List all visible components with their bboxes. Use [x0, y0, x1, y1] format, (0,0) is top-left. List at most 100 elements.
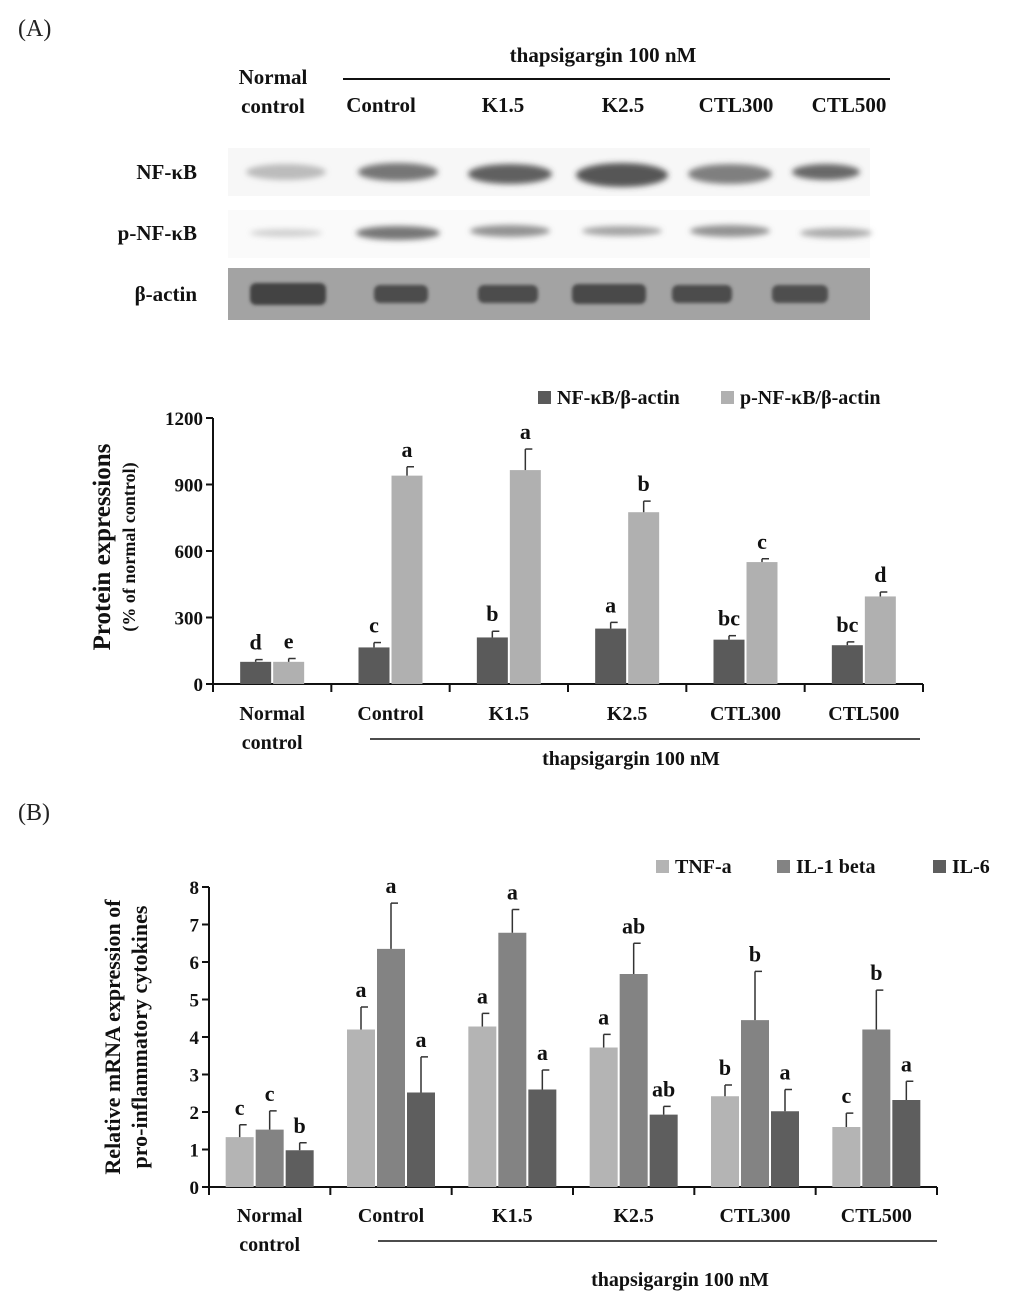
blot-lane-label: CTL500 — [812, 93, 887, 117]
bar — [864, 596, 896, 684]
blot-strip-pnfkb — [228, 210, 870, 258]
blot-band — [688, 164, 772, 184]
bar — [240, 661, 272, 684]
legend-swatch — [721, 391, 734, 404]
bar — [498, 932, 527, 1187]
bar — [771, 1111, 799, 1187]
legend-label: TNF-a — [675, 856, 732, 878]
blot-band — [772, 285, 828, 303]
panel-b-label: (B) — [18, 800, 50, 826]
legend-swatch — [656, 860, 669, 873]
blot-strip-actin — [228, 268, 870, 320]
blot-band — [576, 163, 668, 187]
y-tick-label: 1200 — [165, 409, 203, 430]
blot-bands-pnfkb — [250, 225, 872, 240]
bar — [468, 1026, 497, 1187]
x-category-label: K2.5 — [613, 1205, 654, 1227]
blot-band — [250, 229, 322, 237]
y-tick-label: 0 — [194, 675, 204, 696]
significance-label: b — [638, 471, 650, 496]
blot-band — [478, 285, 538, 303]
legend-label: IL-1 beta — [796, 856, 875, 878]
legend-label: p-NF-κB/β-actin — [740, 387, 881, 409]
y-axis-subtitle: pro-inflammatory cytokines — [127, 905, 152, 1168]
bar — [595, 628, 627, 684]
blot-normal-label-line2: control — [241, 94, 305, 118]
legend-label: NF-κB/β-actin — [557, 387, 680, 409]
bar — [832, 1127, 861, 1187]
blot-band — [672, 285, 732, 303]
significance-label: a — [598, 1004, 609, 1029]
bar — [358, 647, 390, 684]
significance-label: b — [486, 601, 498, 626]
y-tick-label: 5 — [190, 991, 200, 1012]
blot-treatment-label: thapsigargin 100 nM — [510, 43, 697, 67]
treatment-label: thapsigargin 100 nM — [542, 748, 720, 770]
bar — [225, 1137, 254, 1187]
significance-label: a — [402, 437, 413, 462]
x-category-label: Control — [357, 703, 424, 725]
panel-a-label: (A) — [18, 16, 51, 42]
blot-band — [690, 225, 770, 237]
blot-lane-label: CTL300 — [699, 93, 774, 117]
blot-band — [374, 285, 428, 303]
significance-label: c — [841, 1083, 851, 1108]
significance-label: c — [235, 1095, 245, 1120]
bar — [509, 470, 541, 684]
significance-label: ab — [652, 1076, 675, 1101]
blot-lane-label: Control — [346, 93, 416, 117]
x-category-label: K1.5 — [492, 1205, 533, 1227]
blot-row-label: β-actin — [135, 282, 198, 306]
x-category-label: control — [239, 1234, 300, 1256]
legend-swatch — [777, 860, 790, 873]
x-category-label: CTL500 — [841, 1205, 912, 1227]
y-tick-label: 4 — [190, 1028, 200, 1049]
blot-bands-nfkb — [246, 163, 860, 187]
y-tick-label: 3 — [190, 1066, 200, 1087]
blot-band — [572, 284, 646, 304]
significance-label: e — [284, 629, 294, 654]
legend-swatch — [933, 860, 946, 873]
significance-label: b — [294, 1113, 306, 1138]
bar — [273, 661, 305, 684]
blot-normal-label-line1: Normal — [239, 65, 308, 89]
bar — [589, 1047, 618, 1187]
x-category-label: CTL300 — [710, 703, 781, 725]
x-category-label: Normal — [237, 1205, 303, 1227]
y-axis-title: Protein expressions — [89, 443, 116, 650]
significance-label: d — [250, 630, 262, 655]
blot-lane-label: K2.5 — [602, 93, 645, 117]
blot-band — [246, 164, 326, 180]
bar — [619, 974, 648, 1187]
x-category-label: Normal — [239, 703, 305, 725]
blot-band — [470, 225, 550, 237]
significance-label: b — [870, 960, 882, 985]
bar — [713, 639, 745, 684]
x-category-label: control — [242, 732, 303, 754]
significance-label: d — [874, 562, 886, 587]
blot-bands-actin — [250, 283, 828, 305]
bar — [377, 948, 405, 1187]
y-tick-label: 600 — [175, 542, 204, 563]
y-tick-label: 900 — [175, 476, 204, 497]
bar — [862, 1029, 891, 1187]
bar — [711, 1096, 739, 1187]
blot-band — [800, 228, 872, 238]
blot-lane-label: K1.5 — [482, 93, 525, 117]
bar — [391, 475, 423, 684]
blot-row-label: p-NF-κB — [118, 221, 197, 245]
significance-label: ab — [622, 913, 645, 938]
x-category-label: CTL300 — [719, 1205, 790, 1227]
y-tick-label: 2 — [190, 1103, 200, 1124]
bar — [628, 512, 660, 684]
significance-label: a — [537, 1040, 548, 1065]
treatment-label: thapsigargin 100 nM — [591, 1269, 769, 1291]
significance-label: a — [520, 419, 531, 444]
blot-band — [792, 164, 860, 180]
bar — [831, 645, 863, 684]
y-tick-label: 1 — [190, 1141, 200, 1162]
western-blot: Normal control thapsigargin 100 nM Contr… — [118, 43, 890, 320]
y-axis-title: Relative mRNA expression of — [100, 899, 125, 1175]
y-tick-label: 300 — [175, 609, 204, 630]
